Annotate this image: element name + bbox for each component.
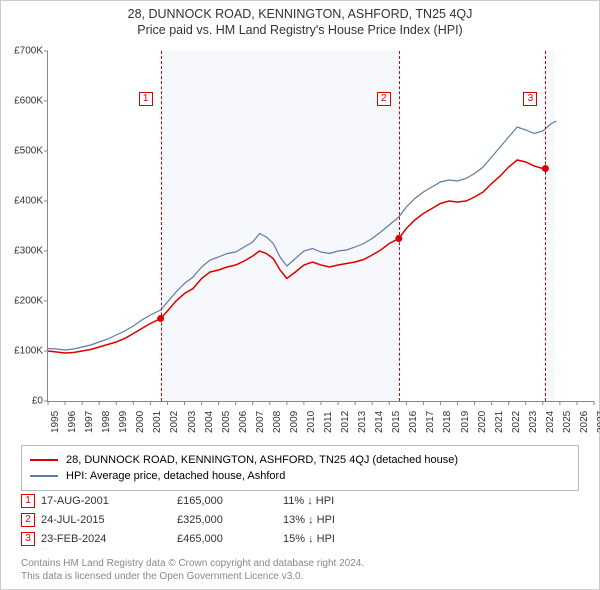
plot-area: 1 2 3	[47, 51, 594, 402]
y-axis-labels: £0£100K£200K£300K£400K£500K£600K£700K	[1, 51, 45, 401]
x-tick-label: 2012	[340, 411, 351, 433]
footer-line1: Contains HM Land Registry data © Crown c…	[21, 557, 364, 570]
x-tick-label: 1996	[67, 411, 78, 433]
x-tick-label: 2020	[477, 411, 488, 433]
x-tick-label: 2016	[408, 411, 419, 433]
footer-attribution: Contains HM Land Registry data © Crown c…	[21, 557, 364, 583]
x-tick-label: 2000	[135, 411, 146, 433]
series-line-hpi_ashford	[48, 121, 556, 350]
x-tick-label: 2009	[289, 411, 300, 433]
legend-label: HPI: Average price, detached house, Ashf…	[66, 470, 285, 482]
footer-line2: This data is licensed under the Open Gov…	[21, 570, 364, 583]
x-tick-label: 1997	[84, 411, 95, 433]
x-tick-label: 2015	[391, 411, 402, 433]
plot-svg	[48, 51, 594, 401]
y-tick-label: £300K	[14, 246, 43, 257]
marker-pct: 15% ↓ HPI	[283, 533, 383, 545]
x-tick-label: 2023	[528, 411, 539, 433]
marker-price: £325,000	[177, 514, 277, 526]
x-tick-label: 2022	[511, 411, 522, 433]
x-tick-label: 2001	[152, 411, 163, 433]
marker-pct: 13% ↓ HPI	[283, 514, 383, 526]
x-tick-label: 2002	[169, 411, 180, 433]
marker-table-row: 3 23-FEB-2024 £465,000 15% ↓ HPI	[21, 529, 579, 548]
x-tick-label: 2017	[425, 411, 436, 433]
x-tick-label: 2019	[460, 411, 471, 433]
x-tick-label: 2024	[545, 411, 556, 433]
x-tick-label: 2010	[306, 411, 317, 433]
x-tick-label: 2005	[221, 411, 232, 433]
x-tick-label: 2021	[494, 411, 505, 433]
marker-table-row: 1 17-AUG-2001 £165,000 11% ↓ HPI	[21, 491, 579, 510]
marker-vline	[545, 51, 546, 401]
marker-badge: 2	[21, 513, 35, 527]
legend-swatch	[30, 459, 58, 461]
marker-price: £465,000	[177, 533, 277, 545]
y-tick-label: £0	[32, 396, 43, 407]
x-tick-label: 2027	[596, 411, 600, 433]
x-tick-label: 2008	[272, 411, 283, 433]
y-tick-label: £100K	[14, 346, 43, 357]
legend-label: 28, DUNNOCK ROAD, KENNINGTON, ASHFORD, T…	[66, 454, 458, 466]
x-tick-label: 2025	[562, 411, 573, 433]
marker-date: 23-FEB-2024	[41, 533, 171, 545]
x-tick-label: 2026	[579, 411, 590, 433]
marker-date: 17-AUG-2001	[41, 495, 171, 507]
x-tick-label: 2007	[255, 411, 266, 433]
legend-row: HPI: Average price, detached house, Ashf…	[30, 468, 570, 484]
chart-container: 28, DUNNOCK ROAD, KENNINGTON, ASHFORD, T…	[0, 0, 600, 590]
x-tick-label: 2003	[187, 411, 198, 433]
series-line-property_price	[48, 160, 545, 353]
x-tick-label: 2013	[357, 411, 368, 433]
y-tick-label: £600K	[14, 96, 43, 107]
x-tick-label: 2004	[204, 411, 215, 433]
title-subtitle: Price paid vs. HM Land Registry's House …	[1, 23, 599, 37]
marker-date: 24-JUL-2015	[41, 514, 171, 526]
x-tick-label: 2018	[442, 411, 453, 433]
x-tick-label: 1999	[118, 411, 129, 433]
marker-badge: 1	[21, 494, 35, 508]
x-tick-label: 2006	[238, 411, 249, 433]
marker-price: £165,000	[177, 495, 277, 507]
x-tick-label: 1998	[101, 411, 112, 433]
legend-row: 28, DUNNOCK ROAD, KENNINGTON, ASHFORD, T…	[30, 452, 570, 468]
title-address: 28, DUNNOCK ROAD, KENNINGTON, ASHFORD, T…	[1, 7, 599, 21]
marker-table: 1 17-AUG-2001 £165,000 11% ↓ HPI 2 24-JUL-201…	[21, 491, 579, 548]
marker-vline	[161, 51, 162, 401]
plot-marker-badge: 2	[377, 92, 391, 106]
y-tick-label: £200K	[14, 296, 43, 307]
x-axis-labels: 1995 1996 1997 1998 1999 2000 2001 2002 2003 2004…	[47, 403, 593, 443]
marker-table-row: 2 24-JUL-2015 £325,000 13% ↓ HPI	[21, 510, 579, 529]
y-tick-label: £700K	[14, 46, 43, 57]
y-tick-label: £500K	[14, 146, 43, 157]
chart-titles: 28, DUNNOCK ROAD, KENNINGTON, ASHFORD, T…	[1, 1, 599, 37]
x-tick-label: 2011	[323, 411, 334, 433]
y-tick-label: £400K	[14, 196, 43, 207]
legend-swatch	[30, 475, 58, 477]
legend-box: 28, DUNNOCK ROAD, KENNINGTON, ASHFORD, T…	[21, 445, 579, 491]
x-tick-label: 1995	[50, 411, 61, 433]
plot-marker-badge: 3	[523, 92, 537, 106]
x-tick-label: 2014	[374, 411, 385, 433]
marker-vline	[399, 51, 400, 401]
marker-pct: 11% ↓ HPI	[283, 495, 383, 507]
plot-marker-badge: 1	[139, 92, 153, 106]
marker-badge: 3	[21, 532, 35, 546]
